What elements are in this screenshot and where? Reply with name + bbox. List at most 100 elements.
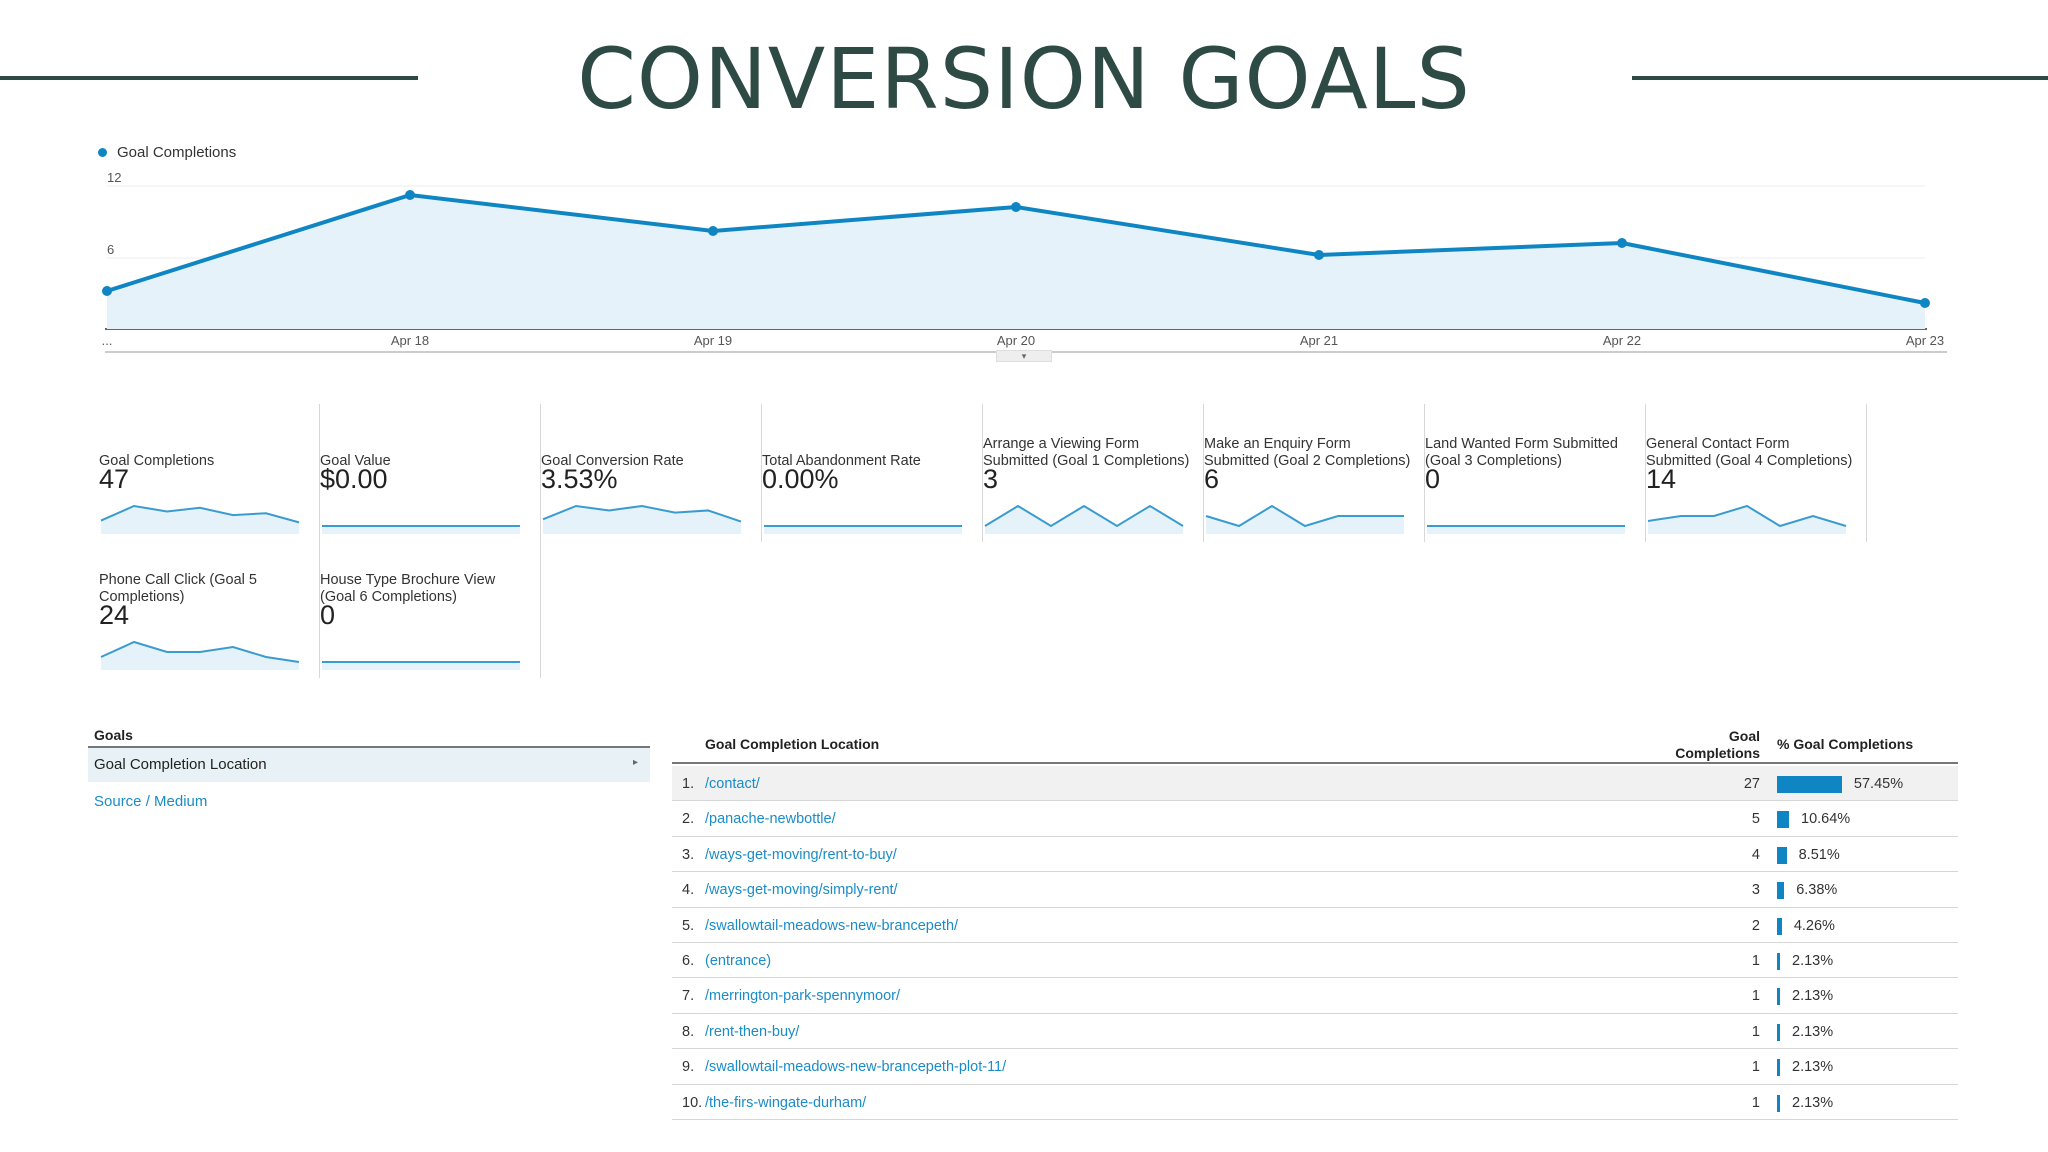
scorecard-label: Phone Call Click (Goal 5 Completions) [99,572,257,605]
row-index: 1. [682,776,695,792]
legend-label: Goal Completions [117,144,237,161]
x-tick-label: Apr 20 [997,333,1035,348]
scorecard[interactable]: Goal Completions 47 [99,404,320,542]
row-location-link[interactable]: /merrington-park-spennymoor/ [705,988,901,1005]
scorecard[interactable]: Land Wanted Form Submitted (Goal 3 Compl… [1425,404,1646,542]
row-index: 8. [682,1023,695,1040]
scorecard-label: Goal Value [320,453,391,469]
table-row[interactable]: 1. /contact/27 57.45% [672,766,1958,802]
row-location-link[interactable]: /contact/ [705,776,760,792]
row-completions: 4 [1751,846,1760,863]
row-pct: 2.13% [1792,953,1834,969]
nav-item-goal-completion-location[interactable]: Goal Completion Location ▸ [88,748,650,782]
scorecard-value: 24 [99,600,130,630]
col-header-pct[interactable]: % Goal Completions [1777,736,1914,752]
x-tick-label: Apr 21 [1300,333,1338,348]
scorecard-label: Make an Enquiry Form Submitted (Goal 2 C… [1204,436,1411,469]
row-pct-bar [1777,846,1787,864]
table-row[interactable]: 5. /swallowtail-meadows-new-brancepeth/2 4… [672,908,1958,943]
row-index: 10. [682,1094,703,1111]
sparkline-line [1205,504,1404,528]
col-header-location[interactable]: Goal Completion Location [705,736,880,752]
table-row[interactable]: 10./the-firs-wingate-durham/1 2.13% [672,1085,1958,1120]
scorecard-label: Total Abandonment Rate [762,453,921,469]
sparkline-fill [101,642,299,670]
row-pct-bar [1777,882,1785,900]
scorecard[interactable]: House Type Brochure View (Goal 6 Complet… [320,540,541,678]
table-row[interactable]: 4. /ways-get-moving/simply-rent/3 6.38% [672,872,1958,908]
scorecard-value: 14 [1646,464,1677,494]
row-pct-bar [1777,1023,1780,1041]
chart-legend[interactable]: Goal Completions [98,144,236,161]
row-location-link[interactable]: /rent-then-buy/ [705,1023,800,1040]
sparkline-fill [322,662,520,670]
row-index: 6. [682,953,695,969]
scorecard[interactable]: Make an Enquiry Form Submitted (Goal 2 C… [1204,404,1425,542]
sparkline-line [100,640,300,663]
row-pct: 2.13% [1792,988,1834,1005]
scorecard-value: 3.53% [541,464,618,494]
scorecard-sparkline [984,504,1184,534]
scorecard[interactable]: Arrange a Viewing Form Submitted (Goal 1… [983,404,1204,542]
scorecard-sparkline [100,640,300,670]
chevron-right-icon: ▸ [632,757,638,768]
sparkline-line [984,504,1184,528]
row-pct-bar [1777,811,1790,829]
scorecard-label: Arrange a Viewing Form Submitted (Goal 1… [983,436,1190,469]
col-header-completions[interactable]: Goal Completions [1675,728,1760,762]
scorecard-value: 3 [983,464,999,494]
sparkline-fill [1427,526,1625,534]
row-index: 2. [682,811,695,828]
row-location-link[interactable]: /ways-get-moving/simply-rent/ [705,882,898,899]
chart-point [1011,202,1021,212]
table-row[interactable]: 6. (entrance) 1 2.13% [672,943,1958,979]
x-tick-label: Apr 23 [1906,333,1944,348]
row-pct-bar [1777,917,1782,935]
row-location-link[interactable]: /ways-get-moving/rent-to-buy/ [705,846,897,863]
scorecard-label: General Contact Form Submitted (Goal 4 C… [1646,436,1853,469]
nav-link-source-medium[interactable]: Source / Medium [94,793,208,810]
scorecard-sparkline [1205,504,1404,534]
x-tick-label: ... [102,333,113,348]
table-row[interactable]: 9. /swallowtail-meadows-new-brancepeth-pl… [672,1049,1958,1085]
scorecard-label: Land Wanted Form Submitted (Goal 3 Compl… [1425,436,1618,469]
scorecard-sparkline [100,504,300,534]
row-location-link[interactable]: /swallowtail-meadows-new-brancepeth-plot… [705,1059,1007,1076]
row-location-link[interactable]: (entrance) [705,953,772,969]
table-row[interactable]: 8. /rent-then-buy/1 2.13% [672,1014,1958,1050]
x-tick-label: Apr 18 [391,333,429,348]
col-header-completions-line1: Goal [1728,728,1760,744]
row-pct: 2.13% [1792,1094,1834,1111]
scorecard-label: House Type Brochure View (Goal 6 Complet… [320,572,496,605]
scorecard-label: Goal Completions [99,453,215,469]
row-completions: 1 [1751,1059,1760,1076]
scorecard-sparkline [542,504,742,534]
row-location-link[interactable]: /the-firs-wingate-durham/ [705,1094,867,1111]
table-row[interactable]: 7. /merrington-park-spennymoor/1 2.13% [672,978,1958,1014]
sparkline-fill [101,506,299,534]
scorecard-value: $0.00 [320,464,388,494]
table-row[interactable]: 2. /panache-newbottle/5 10.64% [672,801,1958,837]
table-row[interactable]: 3. /ways-get-moving/rent-to-buy/4 8.51% [672,837,1958,873]
row-location-link[interactable]: /panache-newbottle/ [705,811,836,828]
chart-collapse-toggle[interactable]: ▾ [996,350,1052,362]
scorecard[interactable]: Total Abandonment Rate 0.00% [762,404,983,542]
scorecard[interactable]: Goal Value $0.00 [320,404,541,542]
sparkline-fill [322,526,520,534]
scorecard-label: Goal Conversion Rate [541,453,684,469]
row-location-link[interactable]: /swallowtail-meadows-new-brancepeth/ [705,917,959,934]
goals-nav-heading: Goals [94,727,133,743]
sparkline-line [1647,504,1847,528]
scorecard-value: 6 [1204,464,1220,494]
y-tick-label: 12 [107,170,121,185]
scorecard-sparkline [322,661,520,670]
row-pct-bar [1777,1059,1780,1077]
title-rule-right [1632,76,2048,80]
sparkline-fill [985,506,1183,534]
scorecard[interactable]: Phone Call Click (Goal 5 Completions) 24 [99,540,320,678]
table-header: Goal Completion Location Goal Completions… [672,724,1958,764]
goal-completions-chart[interactable]: ... Apr 18 Apr 19 Apr 20 Apr 21 Apr 22 Apr 23 … [80,168,1980,358]
scorecard-sparkline [1427,525,1625,534]
scorecard[interactable]: General Contact Form Submitted (Goal 4 C… [1646,404,1867,542]
scorecard[interactable]: Goal Conversion Rate 3.53% [541,404,762,542]
